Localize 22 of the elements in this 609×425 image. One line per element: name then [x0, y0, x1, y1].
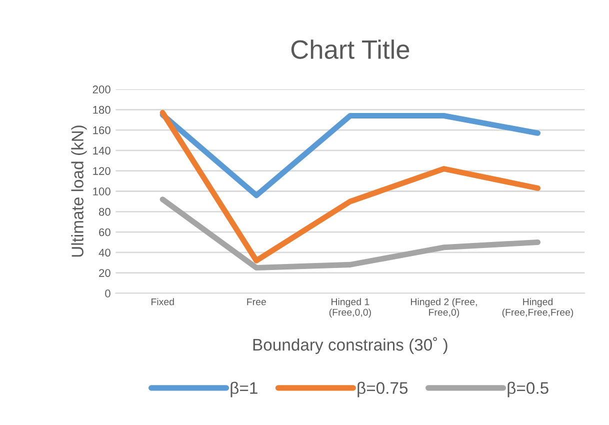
- y-tick-label: 20: [99, 269, 110, 277]
- y-axis-title: Ultimate load (kN): [71, 126, 87, 257]
- y-tick-label: 80: [98, 208, 110, 216]
- chart-title: Chart Title: [291, 40, 410, 59]
- x-tick-label: Hinged 2 (Free, Free,0): [410, 298, 477, 318]
- y-tick-label: 40: [98, 248, 110, 257]
- x-tick-label: Hinged (Free,Free,Free): [502, 298, 574, 318]
- y-tick-label: 0: [105, 290, 110, 298]
- y-tick-label: 180: [93, 106, 110, 114]
- y-tick-label: 160: [93, 126, 110, 134]
- y-tick-label: 140: [93, 146, 110, 155]
- x-tick-label: Hinged 1 (Free,0,0): [329, 298, 371, 318]
- legend-label: β=0.5: [508, 382, 548, 398]
- y-tick-label: 100: [93, 188, 110, 196]
- legend-label: β=0.75: [358, 382, 408, 398]
- y-tick-label: 200: [92, 86, 110, 94]
- legend-label: β=1: [230, 382, 258, 398]
- x-axis-title: Boundary constrains (30˚ ): [253, 337, 448, 354]
- x-tick-label: Free: [247, 298, 266, 306]
- y-tick-label: 120: [93, 167, 110, 175]
- x-tick-label: Fixed: [152, 298, 174, 306]
- y-tick-label: 60: [99, 228, 110, 236]
